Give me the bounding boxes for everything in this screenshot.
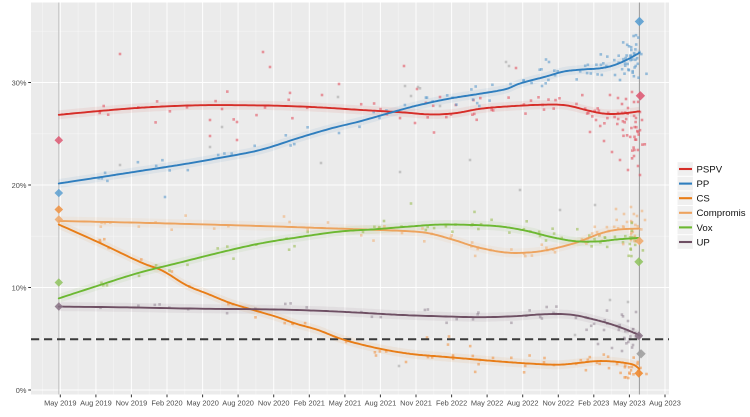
svg-text:Nov 2020: Nov 2020 — [258, 399, 290, 408]
svg-text:May 2023: May 2023 — [613, 399, 645, 408]
svg-text:Aug 2021: Aug 2021 — [365, 399, 397, 408]
svg-text:Aug 2022: Aug 2022 — [507, 399, 539, 408]
svg-text:Feb 2020: Feb 2020 — [151, 399, 182, 408]
svg-text:Compromis: Compromis — [697, 208, 746, 219]
svg-text:Aug 2020: Aug 2020 — [222, 399, 254, 408]
svg-text:Aug 2023: Aug 2023 — [649, 399, 681, 408]
svg-text:PP: PP — [697, 179, 710, 190]
svg-text:10%: 10% — [12, 283, 27, 292]
svg-text:Aug 2019: Aug 2019 — [80, 399, 112, 408]
svg-text:Nov 2022: Nov 2022 — [542, 399, 574, 408]
svg-text:UP: UP — [697, 237, 710, 248]
svg-text:Feb 2022: Feb 2022 — [436, 399, 467, 408]
svg-text:Nov 2021: Nov 2021 — [400, 399, 432, 408]
svg-text:30%: 30% — [12, 78, 27, 87]
svg-text:20%: 20% — [12, 181, 27, 190]
svg-text:Vox: Vox — [697, 223, 713, 234]
svg-text:PSPV: PSPV — [697, 164, 723, 175]
svg-text:CS: CS — [697, 194, 710, 205]
svg-text:Feb 2021: Feb 2021 — [294, 399, 325, 408]
svg-text:Nov 2019: Nov 2019 — [116, 399, 148, 408]
svg-text:May 2020: May 2020 — [186, 399, 218, 408]
svg-text:May 2021: May 2021 — [329, 399, 361, 408]
svg-text:Feb 2023: Feb 2023 — [578, 399, 609, 408]
svg-text:May 2019: May 2019 — [44, 399, 76, 408]
svg-text:0%: 0% — [16, 386, 27, 395]
svg-text:May 2022: May 2022 — [471, 399, 503, 408]
